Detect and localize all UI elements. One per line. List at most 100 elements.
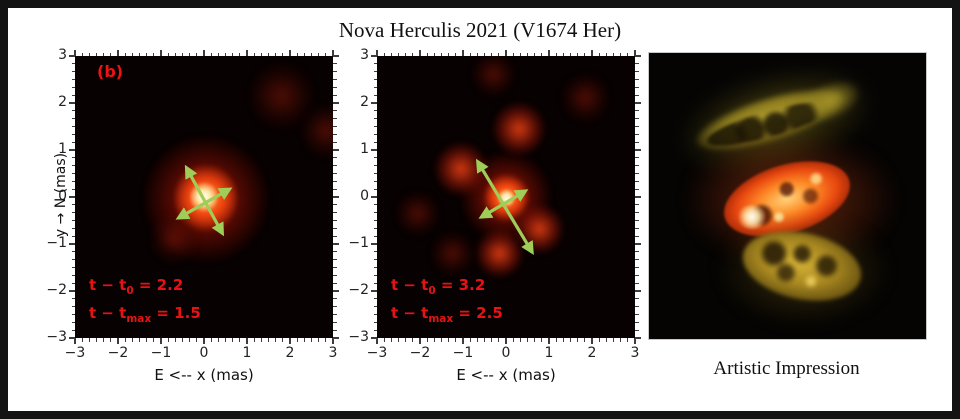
- artistic-impression-image: [648, 52, 927, 340]
- axis-tick: [333, 298, 337, 300]
- x-axis-label: E <-- x (mas): [456, 366, 556, 384]
- axis-tick: [390, 338, 392, 342]
- axis-tick: [591, 50, 593, 56]
- axis-tick: [71, 157, 75, 159]
- axis-tick: [333, 290, 339, 292]
- axis-tick: [373, 188, 377, 190]
- emission-blob: [561, 72, 610, 125]
- axis-tick: [333, 94, 337, 96]
- emission-blob: [435, 140, 487, 197]
- axis-tick: [371, 337, 377, 339]
- axis-tick: [635, 235, 639, 237]
- axis-tick: [333, 274, 337, 276]
- axis-tick: [376, 50, 378, 56]
- axis-tick: [373, 235, 377, 237]
- axis-tick: [635, 220, 639, 221]
- axis-tick: [613, 338, 614, 342]
- axis-tick: [441, 338, 442, 342]
- axis-tick: [71, 329, 75, 331]
- axis-tick: [333, 267, 337, 268]
- axis-tick: [635, 259, 639, 261]
- axis-tick: [282, 52, 284, 56]
- axis-tick: [210, 52, 212, 56]
- axis-tick: [71, 204, 75, 206]
- annotation-line-t0: t − t0 = 3.2: [391, 276, 486, 297]
- axis-tick: [584, 338, 586, 342]
- axis-tick: [153, 338, 155, 342]
- axis-tick: [373, 86, 377, 88]
- axis-tick: [88, 338, 90, 342]
- axis-tick: [333, 180, 337, 182]
- axis-tick: [333, 243, 339, 245]
- axis-tick: [71, 165, 75, 167]
- axis-tick: [635, 102, 641, 104]
- axis-tick: [491, 52, 493, 56]
- axis-tick: [96, 52, 97, 56]
- axis-tick: [71, 133, 75, 135]
- axis-tick: [373, 157, 377, 159]
- axis-tick: [333, 86, 337, 88]
- axis-tick: [232, 338, 234, 342]
- axis-tick: [383, 338, 385, 342]
- axis-tick: [405, 338, 407, 342]
- axis-tick: [505, 50, 507, 56]
- axis-tick: [268, 52, 269, 56]
- axis-tick: [373, 212, 377, 214]
- axis-tick: [598, 338, 600, 342]
- axis-tick: [71, 274, 75, 276]
- emission-blob: [475, 227, 524, 280]
- axis-tick: [196, 52, 198, 56]
- x-tick-label: 3: [630, 345, 640, 361]
- axis-tick: [139, 338, 140, 342]
- axis-tick: [253, 52, 255, 56]
- axis-tick: [570, 52, 571, 56]
- y-tick-label: 2: [360, 94, 369, 110]
- axis-tick: [333, 157, 337, 159]
- axis-tick: [333, 173, 337, 174]
- axis-tick: [373, 141, 377, 143]
- figure-title: Nova Herculis 2021 (V1674 Her): [338, 18, 622, 42]
- axis-tick: [373, 259, 377, 261]
- axis-tick: [71, 118, 75, 120]
- axis-tick: [635, 251, 639, 253]
- axis-tick: [69, 196, 75, 198]
- axis-tick: [71, 180, 75, 182]
- axis-tick: [383, 52, 385, 56]
- axis-tick: [373, 204, 377, 206]
- axis-tick: [71, 188, 75, 190]
- axis-tick: [210, 338, 212, 342]
- axis-tick: [505, 338, 507, 344]
- axis-tick: [332, 50, 334, 56]
- axis-tick: [103, 338, 105, 342]
- axis-tick: [635, 173, 639, 174]
- axis-tick: [635, 94, 639, 96]
- axis-tick: [74, 50, 76, 56]
- axis-tick: [71, 71, 75, 73]
- y-tick-label: 2: [58, 94, 67, 110]
- axis-tick: [275, 52, 277, 56]
- axis-tick: [534, 338, 536, 342]
- x-tick-label: 1: [242, 345, 252, 361]
- axis-tick: [333, 282, 337, 284]
- axis-tick: [318, 338, 320, 342]
- axis-tick: [333, 126, 337, 127]
- axis-tick: [71, 314, 75, 315]
- axis-tick: [196, 338, 198, 342]
- axis-tick: [390, 52, 392, 56]
- axis-tick: [153, 52, 155, 56]
- axis-tick: [398, 52, 399, 56]
- axis-tick: [412, 52, 414, 56]
- axis-tick: [441, 52, 442, 56]
- axis-tick: [570, 338, 571, 342]
- axis-tick: [371, 55, 377, 57]
- axis-tick: [635, 86, 639, 88]
- axis-tick: [318, 52, 320, 56]
- emission-blob: [190, 181, 218, 213]
- axis-tick: [289, 338, 291, 344]
- axis-tick: [635, 55, 641, 57]
- axis-tick: [562, 338, 564, 342]
- axis-tick: [260, 338, 262, 342]
- axis-tick: [491, 338, 493, 342]
- emission-blob: [515, 203, 564, 255]
- axis-tick: [333, 196, 339, 198]
